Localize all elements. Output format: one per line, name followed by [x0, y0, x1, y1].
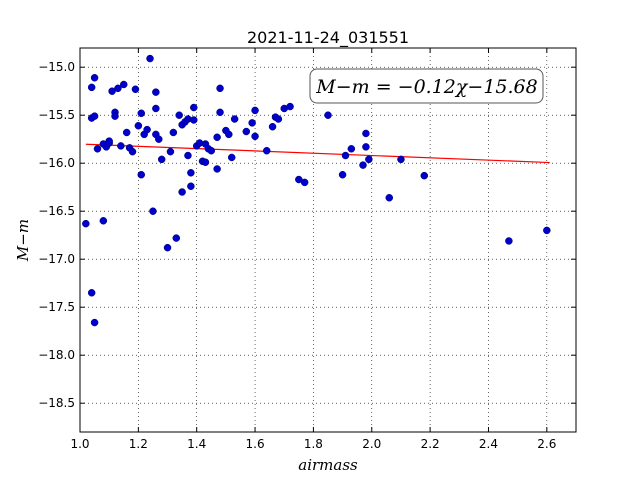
fit-equation-box: M−m = −0.12χ−15.68	[309, 68, 544, 104]
data-point	[242, 127, 251, 136]
data-point	[397, 155, 405, 164]
data-point	[362, 143, 370, 151]
x-tick-label: 2.6	[537, 437, 556, 451]
data-point	[543, 226, 551, 235]
x-tick-label: 2.2	[421, 437, 440, 451]
data-point	[87, 289, 96, 297]
plot-frame	[79, 47, 577, 433]
data-point	[149, 207, 157, 215]
y-tick-label: −15.5	[38, 108, 75, 122]
data-point	[207, 146, 216, 155]
data-point	[286, 102, 294, 111]
chart-title: 2021-11-24_031551	[247, 28, 409, 48]
y-tick-label: −16.5	[38, 204, 75, 218]
data-point	[137, 109, 146, 118]
x-tick-label: 1.4	[187, 437, 206, 451]
data-point	[166, 147, 175, 156]
x-tick-label: 1.0	[70, 437, 89, 451]
data-point	[90, 318, 99, 327]
data-point	[134, 122, 143, 130]
data-point	[362, 129, 370, 138]
data-point	[187, 182, 195, 190]
data-point	[248, 119, 256, 127]
data-point	[213, 133, 221, 142]
data-point	[137, 170, 146, 179]
data-point	[300, 178, 309, 187]
data-point	[359, 161, 367, 169]
data-point	[117, 142, 125, 150]
data-point	[87, 83, 96, 92]
data-point	[111, 112, 119, 120]
data-point	[99, 217, 108, 225]
data-point	[163, 243, 172, 252]
data-point	[365, 155, 373, 164]
data-point	[172, 234, 181, 242]
data-point	[169, 128, 178, 137]
x-tick-label: 1.2	[129, 437, 148, 451]
data-point	[347, 145, 356, 153]
x-tick-label: 2.0	[362, 437, 381, 451]
axis-ticks: 1.0 1.2 1.4 1.6 1.8 2.0 2.2 2.4 2.6 −15.0 −15.5 −16…	[38, 48, 576, 451]
fit-line-layer	[85, 143, 550, 164]
y-tick-label: −16.0	[38, 156, 75, 170]
data-point	[122, 128, 131, 137]
data-point	[82, 219, 90, 228]
data-point	[225, 130, 233, 139]
data-point	[385, 194, 394, 202]
data-point	[190, 116, 198, 124]
data-point	[251, 132, 259, 141]
data-point	[143, 125, 151, 134]
data-point	[338, 170, 347, 179]
data-point	[187, 169, 195, 177]
data-point	[120, 80, 128, 89]
data-point	[420, 171, 429, 180]
data-point	[213, 165, 221, 173]
x-tick-label: 2.4	[479, 437, 498, 451]
data-point	[216, 108, 224, 117]
y-axis-label: M−m	[14, 219, 32, 262]
data-point	[114, 84, 122, 93]
data-point	[184, 151, 192, 160]
y-tick-label: −18.0	[38, 348, 75, 362]
x-tick-label: 1.8	[304, 437, 323, 451]
data-points-layer	[82, 54, 551, 327]
data-point	[341, 151, 350, 160]
data-point	[216, 84, 224, 93]
fit-equation-text: M−m = −0.12χ−15.68	[315, 76, 537, 98]
data-point	[90, 74, 99, 82]
data-point	[175, 111, 183, 119]
data-point	[178, 188, 186, 196]
data-point	[201, 158, 210, 166]
y-tick-label: −17.0	[38, 252, 75, 266]
y-tick-label: −17.5	[38, 300, 75, 314]
data-point	[227, 153, 236, 162]
y-tick-label: −18.5	[38, 396, 75, 410]
fit-equation-frame	[309, 68, 544, 104]
data-point	[262, 146, 271, 155]
data-point	[131, 85, 140, 94]
data-point	[190, 103, 198, 112]
x-tick-label: 1.6	[246, 437, 265, 451]
data-point	[230, 115, 239, 123]
data-point	[152, 104, 160, 113]
data-point	[90, 112, 99, 120]
data-point	[152, 88, 160, 96]
fit-line	[85, 143, 550, 164]
data-point	[93, 145, 102, 153]
data-point	[268, 122, 277, 131]
data-point	[128, 147, 137, 156]
data-point	[157, 155, 166, 164]
data-point	[146, 54, 154, 63]
data-point	[274, 115, 283, 123]
data-point	[251, 106, 259, 115]
y-tick-label: −15.0	[38, 60, 75, 74]
data-point	[105, 139, 113, 147]
x-axis-label: airmass	[298, 456, 358, 474]
data-point	[155, 135, 163, 143]
data-point	[505, 237, 513, 245]
data-point	[324, 111, 332, 119]
